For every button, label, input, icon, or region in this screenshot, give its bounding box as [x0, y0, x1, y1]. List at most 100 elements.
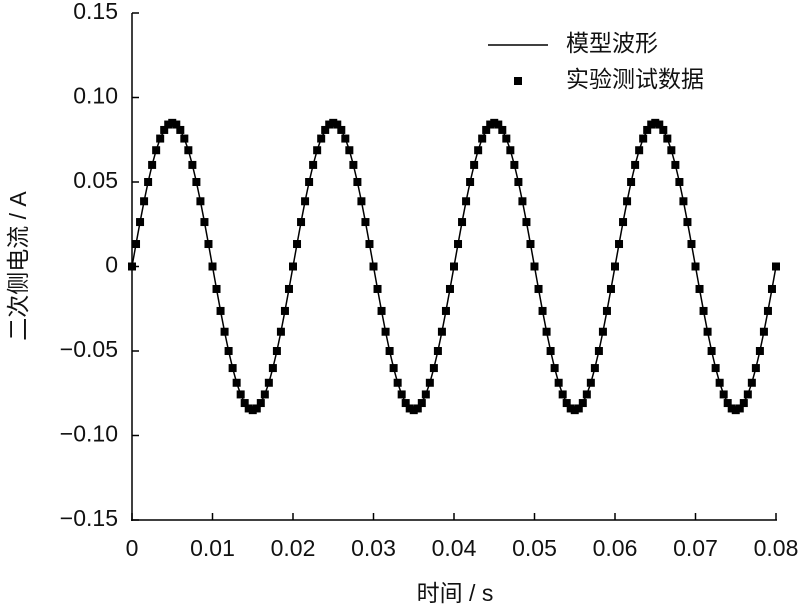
data-point [691, 262, 700, 271]
data-point [574, 404, 583, 413]
data-point [413, 404, 422, 413]
data-point [381, 327, 390, 336]
data-point [184, 146, 193, 155]
data-point [474, 146, 483, 155]
data-point [651, 118, 660, 127]
data-point [611, 262, 619, 271]
data-point [759, 327, 768, 336]
data-point [763, 306, 772, 315]
data-point [454, 240, 463, 249]
data-point [441, 306, 450, 315]
data-point [325, 120, 334, 129]
data-point [482, 125, 491, 134]
y-axis-label: 二次侧电流 / A [5, 191, 31, 341]
data-point [180, 134, 189, 143]
data-point [425, 378, 434, 387]
data-point [594, 347, 603, 355]
data-point [445, 284, 454, 293]
data-point [361, 218, 370, 227]
data-point [619, 218, 628, 227]
data-point [735, 404, 744, 413]
data-point [401, 399, 410, 408]
data-point [663, 134, 672, 143]
data-point [349, 160, 358, 169]
data-point [260, 390, 269, 399]
data-point [530, 262, 539, 271]
data-point [462, 197, 471, 206]
data-point [236, 390, 245, 399]
data-point [538, 306, 547, 315]
data-point [522, 218, 531, 227]
data-point [510, 160, 519, 169]
data-point [240, 399, 249, 408]
data-point [586, 378, 595, 387]
data-point [140, 197, 149, 206]
data-point [751, 364, 760, 373]
data-point [450, 262, 458, 271]
data-point [417, 399, 426, 408]
data-point [373, 284, 382, 293]
data-point [148, 160, 157, 169]
data-point [196, 197, 205, 206]
data-point [393, 378, 402, 387]
x-tick-label: 0.07 [673, 535, 718, 561]
data-point [301, 197, 310, 206]
data-point [562, 399, 571, 408]
data-point [747, 378, 756, 387]
data-point [204, 240, 213, 249]
data-point [566, 404, 575, 413]
legend-label: 模型波形 [566, 30, 658, 56]
x-axis-label: 时间 / s [417, 580, 494, 606]
data-point [152, 146, 161, 155]
data-point [357, 197, 366, 206]
data-point [671, 160, 680, 169]
data-point [606, 284, 615, 293]
data-point [542, 327, 551, 336]
x-tick-label: 0.03 [351, 535, 396, 561]
data-point [168, 118, 177, 127]
data-point [598, 327, 607, 336]
data-point [216, 306, 225, 315]
data-point [284, 284, 293, 293]
data-point [518, 197, 527, 206]
y-tick-label: −0.15 [60, 505, 118, 531]
data-point [421, 390, 430, 399]
data-point [429, 364, 438, 373]
data-point [639, 134, 648, 143]
data-point [264, 378, 273, 387]
data-point [409, 406, 418, 415]
data-point [715, 378, 724, 387]
data-point [719, 390, 728, 399]
data-point [192, 178, 201, 186]
data-point [458, 218, 467, 227]
data-point [727, 404, 736, 413]
y-tick-label: 0.05 [73, 167, 118, 193]
data-point [466, 178, 475, 186]
legend-marker [514, 77, 522, 85]
data-point [232, 378, 241, 387]
y-tick-label: −0.10 [60, 421, 118, 447]
data-point [293, 240, 302, 249]
data-point [132, 240, 141, 249]
data-point [397, 390, 406, 399]
data-point [369, 262, 378, 271]
data-point [317, 134, 326, 143]
data-point [703, 327, 712, 336]
data-point [514, 178, 523, 186]
data-point [699, 306, 708, 315]
data-point [526, 240, 535, 249]
y-tick-label: −0.05 [60, 336, 118, 362]
data-point [305, 178, 314, 186]
x-tick-label: 0.06 [593, 535, 638, 561]
data-point [655, 120, 664, 129]
data-point [136, 218, 145, 227]
data-point [478, 134, 487, 143]
data-point [490, 118, 499, 127]
data-point [280, 306, 289, 315]
y-tick-label: 0 [105, 252, 118, 278]
data-point [405, 404, 414, 413]
x-tick-label: 0.04 [432, 535, 477, 561]
data-point [208, 262, 217, 271]
data-point [631, 160, 640, 169]
data-point [345, 146, 354, 155]
